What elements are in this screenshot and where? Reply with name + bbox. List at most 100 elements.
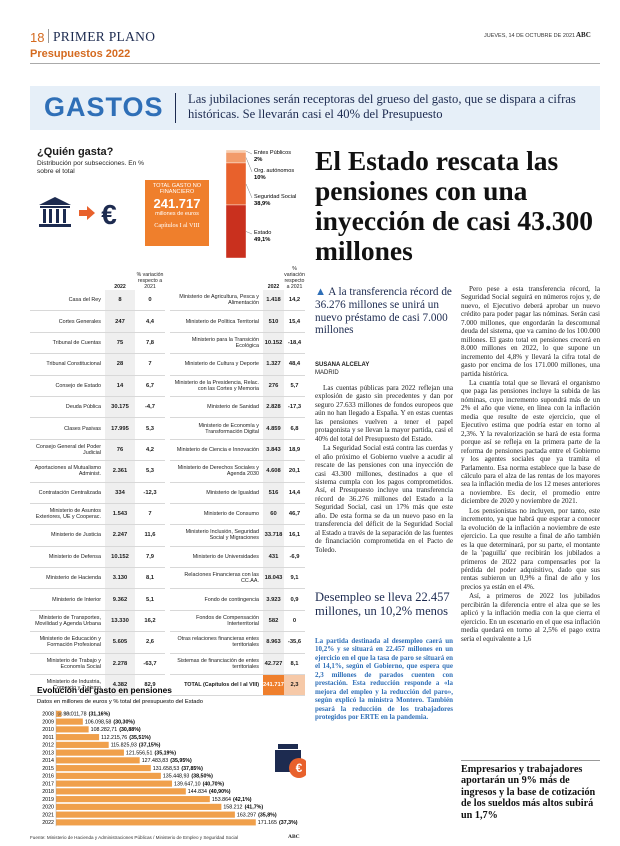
row-amount: 33.718 (263, 525, 284, 546)
row-name: Ministerio de Universidades (192, 553, 259, 560)
segment-label: Estado (254, 230, 271, 236)
table-row: Ministerio de Transportes, Movilidad y A… (30, 610, 165, 633)
brand: ABC (576, 31, 591, 39)
row-name: Fondo de contingencia (204, 596, 259, 603)
table-row: Ministerio de Igualdad 516 14,4 (170, 482, 305, 504)
row-amount: 42.727 (263, 653, 284, 675)
row-name: Ministerio de Transportes, Movilidad y A… (35, 615, 101, 628)
row-change: 15,4 (288, 318, 301, 325)
section-title: ¿Quién gasta? (37, 146, 114, 158)
row-amount: 75 (105, 332, 135, 354)
row-change: 5,3 (145, 425, 155, 432)
category-label: 2017 (42, 781, 54, 787)
row-amount: 1.327 (263, 354, 284, 375)
category-label: 2013 (42, 750, 54, 756)
share-label: (35,51%) (129, 735, 151, 741)
table-row: Ministerio de Derechos Sociales y Agenda… (170, 461, 305, 483)
bar (56, 741, 109, 748)
section: PRIMER PLANO (53, 29, 156, 44)
value-label: 153.864 (212, 797, 231, 803)
segment-value: 10% (254, 175, 266, 181)
value-label: 163.297 (237, 812, 256, 818)
row-amount: 241.717 (263, 675, 284, 696)
value-label: 131.658,53 (153, 766, 180, 772)
row-change: 4,2 (145, 446, 155, 453)
subhead: Desempleo se lleva 22.457 millones, un 1… (315, 590, 450, 618)
table-row: Ministerio de Interior 9.362 5,1 (30, 589, 165, 611)
paragraph: La cuantía total que se llevará el organ… (461, 378, 600, 506)
segment-value: 38,9% (254, 201, 270, 207)
table-row: Ministerio de Consumo 60 46,7 (170, 503, 305, 526)
paragraph: Los pensionistas no incluyen, por tanto,… (461, 506, 600, 591)
row-amount: 30.175 (105, 396, 135, 418)
row-amount: 2.828 (263, 396, 284, 418)
row-amount: 28 (105, 354, 135, 375)
category-label: 2008 (42, 712, 54, 718)
teaser: Empresarios y trabajadores aportarán un … (461, 764, 596, 821)
row-amount: 2.361 (105, 461, 135, 482)
row-name: Contratación Centralizada (38, 489, 101, 496)
row-change: 5,3 (145, 468, 155, 475)
header-year: 2022 (114, 284, 126, 290)
share-label: (35,8%) (258, 812, 277, 818)
share-label: (41,7%) (245, 805, 264, 811)
row-name: Sistemas de financiación de entes territ… (177, 657, 259, 670)
table-row: Otras relaciones financieras entes terri… (170, 632, 305, 654)
paragraph: La Seguridad Social está contra las cuer… (315, 444, 453, 554)
leader (245, 183, 253, 199)
row-amount: 5.605 (105, 632, 135, 653)
table-row: Tribunal Constitucional 28 7 (30, 354, 165, 376)
lead: ▲ A la transferencia récord de 36.276 mi… (315, 286, 452, 337)
row-amount: 18.043 (263, 568, 284, 589)
header-year: 2022 (267, 284, 280, 290)
share-label: (30,88%) (119, 727, 141, 733)
chart-subtitle: Datos en millones de euros y % total del… (37, 699, 203, 705)
table-left: 2022% variación respecto a 2021 Casa del … (30, 262, 165, 697)
leader (245, 231, 253, 235)
row-change: 14,2 (288, 297, 301, 304)
table-right: 2022 % variación respecto a 2021 Ministeri… (170, 262, 305, 697)
row-amount: 276 (263, 375, 284, 396)
segment-label: Seguridad Social (254, 194, 296, 200)
row-amount: 13.330 (105, 610, 135, 632)
row-change: 20,1 (288, 468, 301, 475)
row-name: Ministerio de Ciencia e Innovación (176, 446, 259, 453)
segment (226, 162, 247, 206)
row-name: Tribunal Constitucional (46, 361, 101, 368)
table-row: Fondo de contingencia 3.923 0,9 (170, 589, 305, 611)
row-change: -17,3 (287, 404, 302, 411)
table-row: Consejo General del Poder Judicial 76 4,2 (30, 439, 165, 462)
page-number: 18 (30, 30, 45, 45)
row-change: 14,4 (288, 489, 301, 496)
row-name: TOTAL (Capítulos del I al VIII) (184, 682, 259, 689)
row-name: Aportaciones al Mutualismo Administ. (34, 465, 101, 478)
row-change: 7 (148, 361, 152, 368)
share-label: (37,3%) (279, 820, 298, 826)
table-row: TOTAL (Capítulos del I al VIII) 241.717 2,… (170, 675, 305, 697)
category-label: 2018 (42, 789, 54, 795)
table-row: Ministerio de Justicia 2.247 11,6 (30, 525, 165, 547)
row-amount: 510 (263, 311, 284, 332)
row-change: 7,8 (145, 339, 155, 346)
subsection: Presupuestos 2022 (30, 48, 131, 60)
row-amount: 431 (263, 546, 284, 568)
row-name: Ministerio de Cultura y Deporte (184, 361, 259, 368)
table-header: 2022 % variación respecto a 2021 (170, 262, 305, 290)
source: Fuente: Ministerio de Hacienda y Adminis… (30, 835, 239, 840)
row-change: 18,9 (288, 446, 301, 453)
bar (56, 788, 186, 795)
value-label: 121.556,51 (126, 750, 153, 756)
row-name: Tribunal de Cuentas (52, 339, 101, 346)
table-row: Ministerio de Industria, Comercio y Turi… (30, 675, 165, 697)
row-change: 2,3 (284, 675, 305, 696)
table-row: Ministerio Inclusión, Seguridad Social y… (170, 525, 305, 547)
banner: GASTOS Las jubilaciones serán receptoras… (30, 86, 600, 130)
value-label: 158.212 (223, 805, 242, 811)
table-row: Ministerio de Educación y Formación Prof… (30, 632, 165, 654)
category-label: 2010 (42, 727, 54, 733)
share-label: (40,70%) (203, 781, 225, 787)
row-name: Ministerio de Consumo (203, 511, 259, 518)
